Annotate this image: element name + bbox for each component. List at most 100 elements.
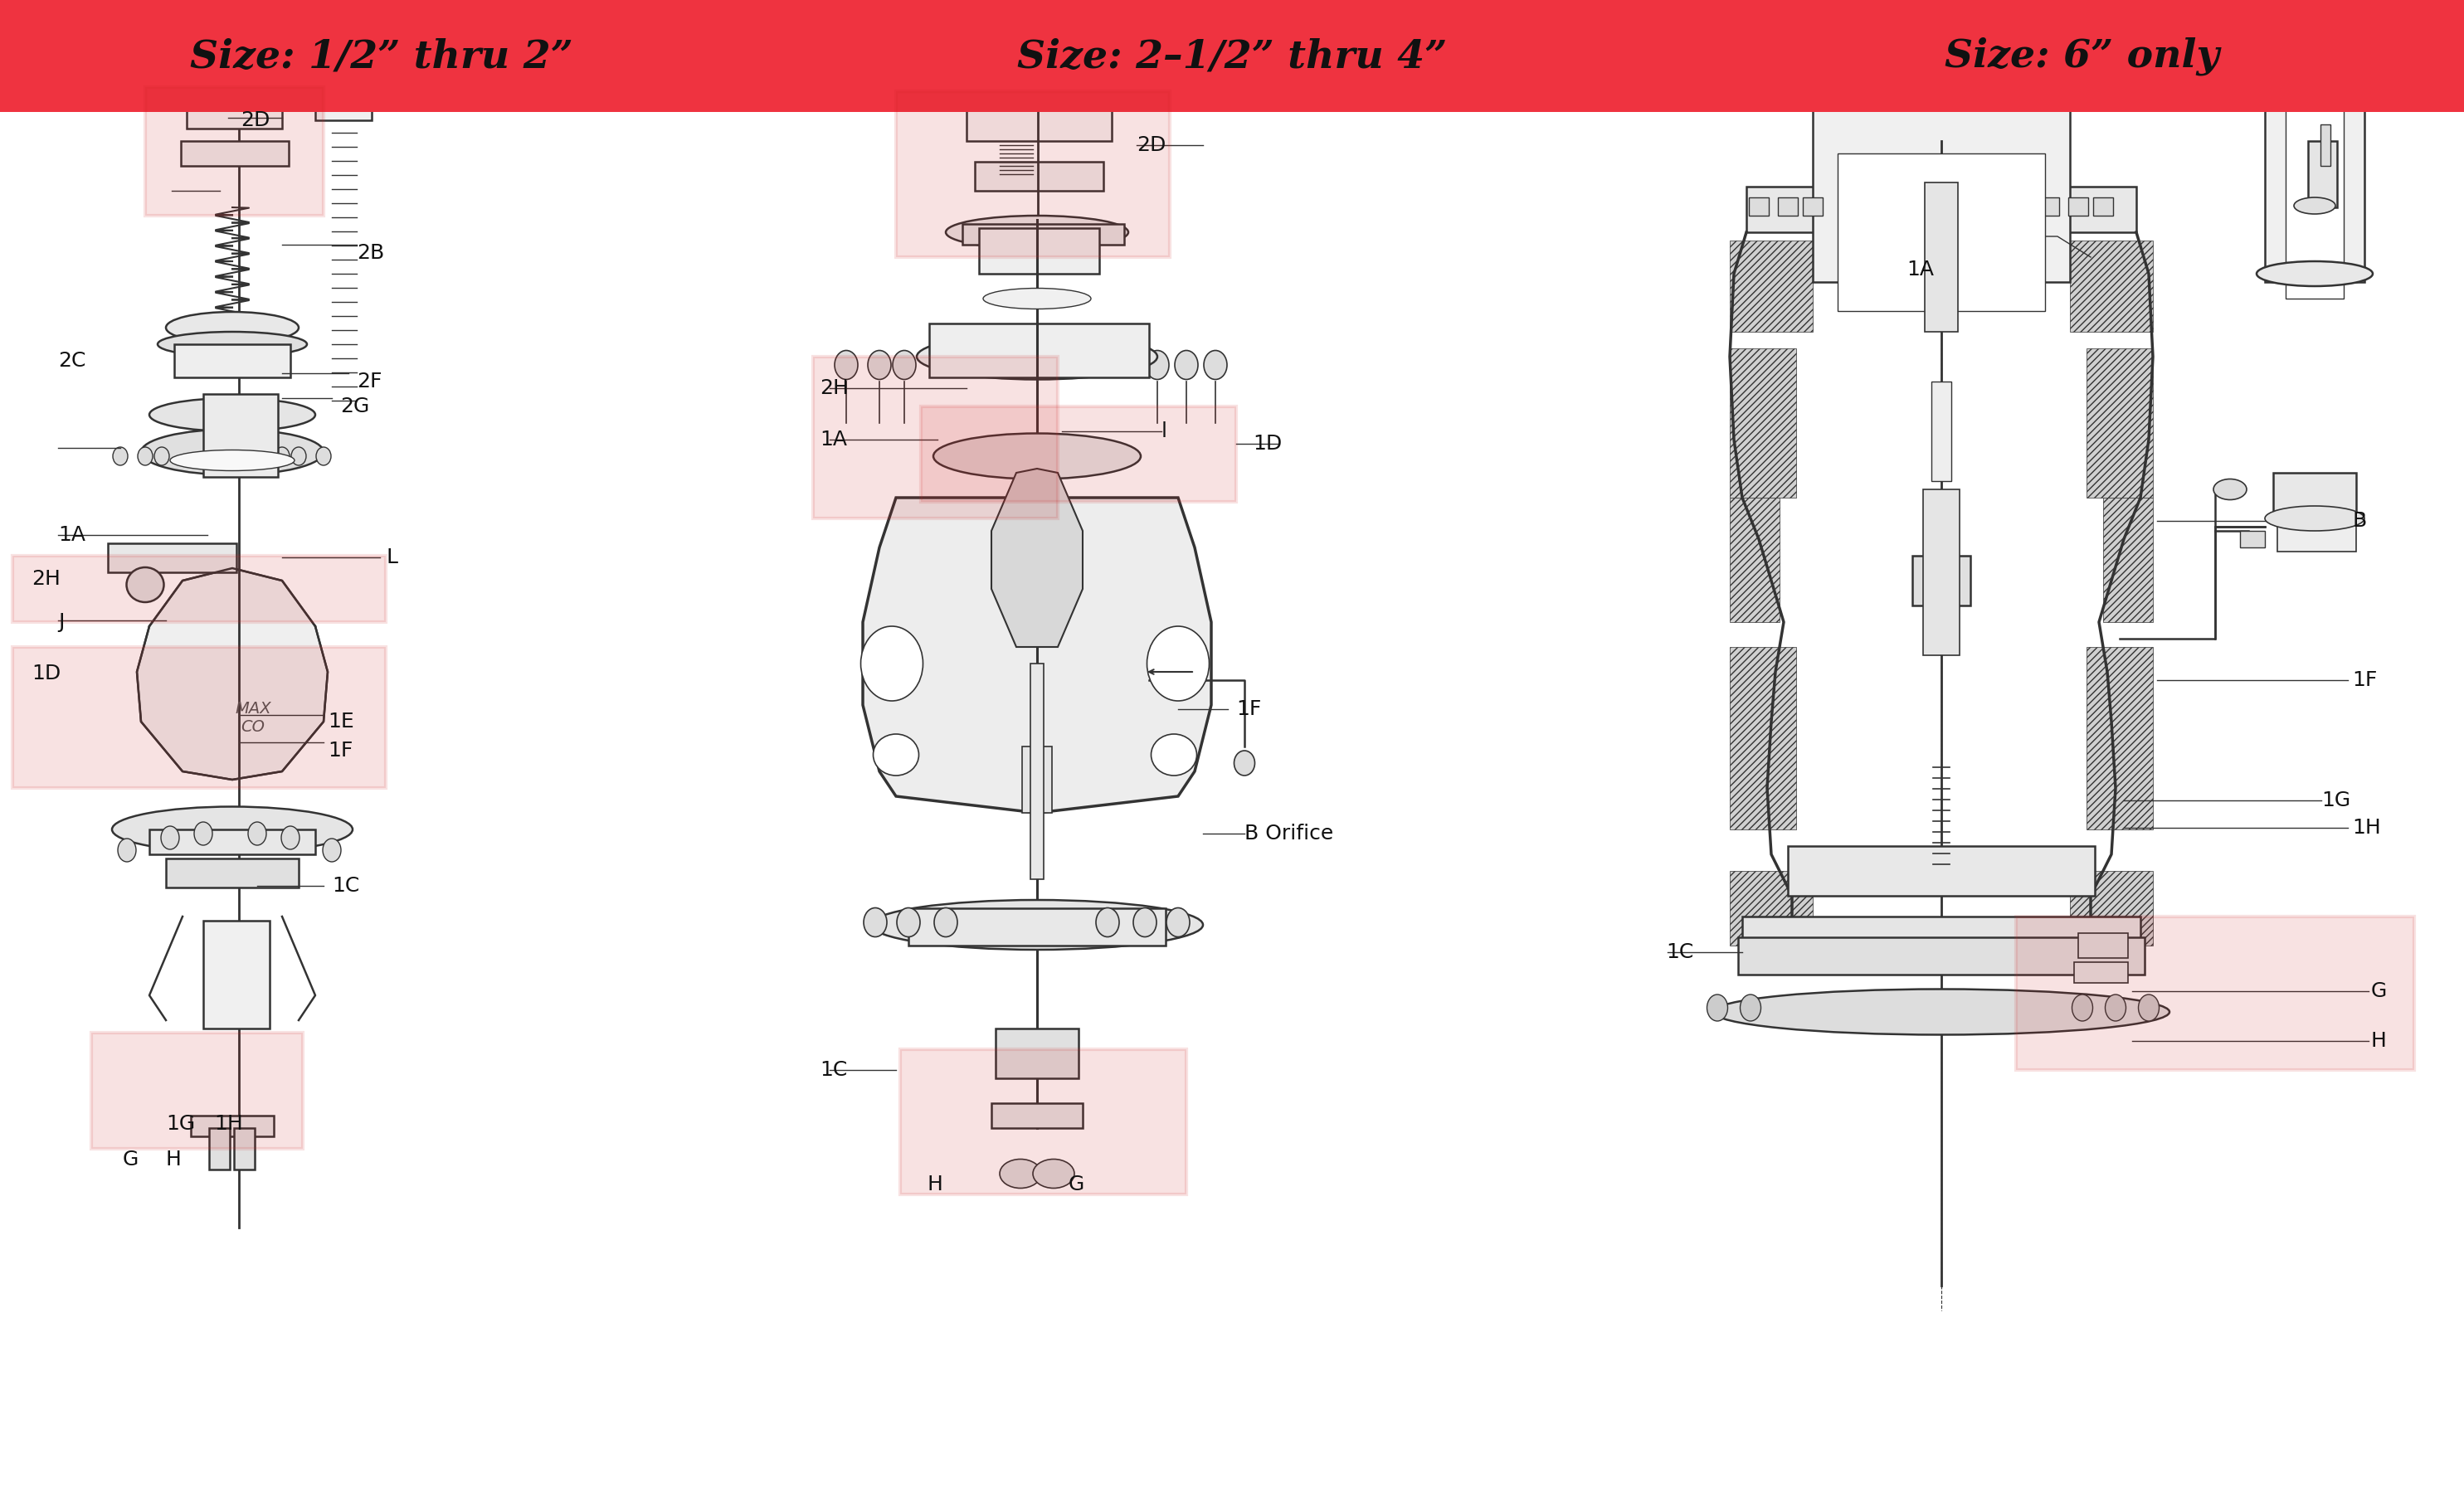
Bar [2309, 140, 2336, 208]
Text: G: G [1069, 1175, 1084, 1194]
Bar [1730, 646, 1796, 830]
Text: 1C: 1C [1666, 942, 1693, 961]
Ellipse shape [1175, 351, 1198, 379]
Ellipse shape [2104, 994, 2126, 1021]
Bar [1730, 240, 1814, 331]
Ellipse shape [281, 826, 301, 850]
Ellipse shape [195, 823, 212, 845]
Text: 2D: 2D [1136, 136, 1165, 155]
Ellipse shape [111, 806, 352, 853]
Bar [1924, 182, 1959, 331]
Bar [2274, 473, 2356, 514]
Ellipse shape [160, 826, 180, 850]
Ellipse shape [1146, 351, 1168, 379]
Ellipse shape [323, 839, 340, 861]
Text: 1D: 1D [32, 663, 62, 684]
Text: G: G [123, 1150, 138, 1169]
Ellipse shape [1205, 351, 1227, 379]
Bar [2070, 870, 2154, 945]
Bar [1922, 490, 1959, 655]
Text: l: l [1161, 421, 1168, 442]
Bar [2087, 348, 2154, 497]
Polygon shape [862, 497, 1212, 812]
Text: 1A: 1A [821, 430, 848, 449]
Ellipse shape [2213, 479, 2247, 500]
Ellipse shape [1740, 994, 1762, 1021]
Bar [978, 228, 1099, 273]
Ellipse shape [1096, 908, 1119, 938]
Ellipse shape [872, 735, 919, 775]
Bar [2087, 646, 2154, 830]
Text: 2F: 2F [357, 372, 382, 391]
Bar [1023, 746, 1052, 812]
Bar [963, 224, 1124, 245]
Bar [2016, 917, 2415, 1070]
Bar [108, 543, 237, 572]
Text: 1E: 1E [328, 712, 355, 732]
Ellipse shape [934, 433, 1141, 479]
Bar [1912, 555, 1971, 606]
Text: B Orifice: B Orifice [1244, 824, 1333, 844]
Bar [145, 87, 323, 215]
Bar [1779, 197, 1799, 215]
Ellipse shape [291, 446, 306, 466]
Bar [180, 140, 288, 166]
Bar [0, 0, 2464, 112]
Ellipse shape [2264, 506, 2365, 532]
Ellipse shape [118, 839, 136, 861]
Bar [2016, 197, 2035, 215]
Polygon shape [138, 569, 328, 779]
Ellipse shape [860, 626, 924, 700]
Text: 1G: 1G [165, 1114, 195, 1133]
Text: 1F: 1F [328, 741, 352, 760]
Bar [12, 646, 387, 788]
Text: 1C: 1C [333, 876, 360, 896]
Ellipse shape [867, 351, 892, 379]
Text: 1H: 1H [214, 1114, 244, 1133]
Text: J: J [59, 612, 64, 632]
Ellipse shape [917, 334, 1158, 379]
Bar [899, 1050, 1185, 1194]
Ellipse shape [865, 908, 887, 938]
Text: 1A: 1A [59, 526, 86, 545]
Bar [91, 1033, 303, 1148]
Text: 2H: 2H [821, 378, 848, 399]
Text: 1F: 1F [2353, 670, 2378, 690]
Ellipse shape [2139, 994, 2158, 1021]
Ellipse shape [1712, 988, 2168, 1035]
Text: B: B [2353, 511, 2365, 532]
Ellipse shape [2294, 197, 2336, 213]
Bar [12, 555, 387, 623]
Text: 2D: 2D [241, 110, 271, 130]
Bar [1789, 847, 2094, 896]
Ellipse shape [835, 351, 857, 379]
Bar [1814, 66, 2070, 282]
Text: 2G: 2G [340, 397, 370, 417]
Bar [315, 0, 372, 121]
Text: H: H [926, 1175, 944, 1194]
Text: 1G: 1G [2321, 790, 2351, 811]
Text: L: L [387, 548, 399, 567]
Bar [1804, 197, 1823, 215]
Ellipse shape [2257, 261, 2373, 287]
Bar [909, 908, 1165, 945]
Ellipse shape [897, 908, 919, 938]
Bar [2264, 49, 2365, 282]
Bar [1742, 917, 2141, 945]
Bar [1020, 75, 1055, 107]
Ellipse shape [1000, 1159, 1042, 1188]
Text: 2B: 2B [357, 243, 384, 263]
Ellipse shape [1133, 908, 1156, 938]
Bar [1838, 154, 2045, 311]
Bar [2070, 240, 2154, 331]
Bar [991, 1103, 1082, 1129]
Bar [1747, 187, 2136, 233]
Text: MAX
CO: MAX CO [234, 700, 271, 735]
Ellipse shape [934, 908, 958, 938]
Bar [813, 357, 1057, 518]
Ellipse shape [892, 351, 917, 379]
Ellipse shape [1234, 751, 1254, 775]
Bar [2040, 197, 2060, 215]
Ellipse shape [872, 900, 1202, 950]
Bar [2077, 933, 2129, 959]
